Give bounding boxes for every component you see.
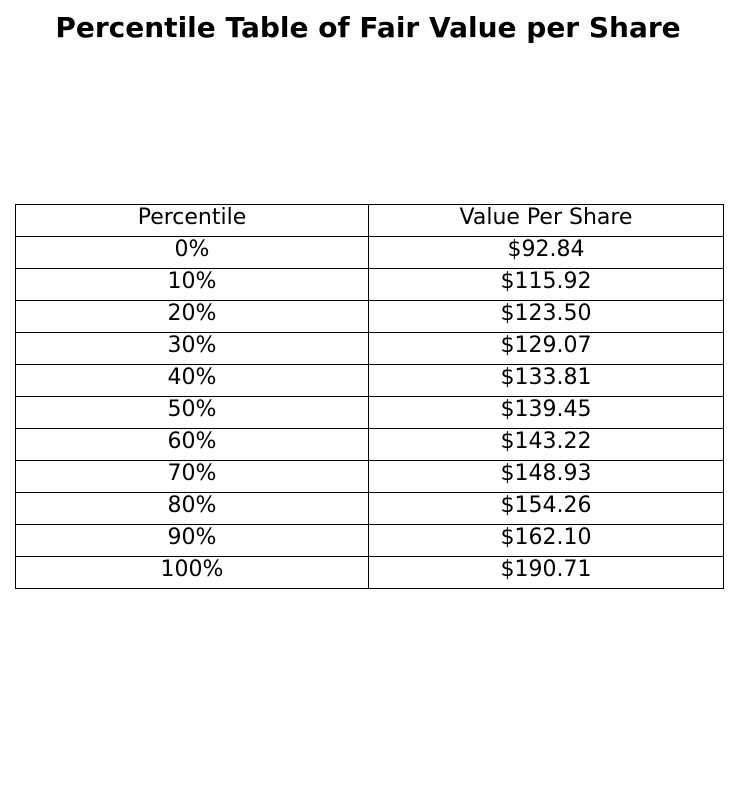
value-per-share-cell: $129.07 <box>368 332 724 365</box>
table-row: 60% $143.22 <box>15 428 724 461</box>
percentile-value: 70% <box>167 460 217 486</box>
value-per-share-value: $123.50 <box>500 300 592 326</box>
value-per-share-value: $115.92 <box>500 268 592 294</box>
value-per-share-value: $190.71 <box>500 556 592 582</box>
percentile-value: 80% <box>167 492 217 518</box>
percentile-value: 30% <box>167 332 217 358</box>
value-per-share-value: $154.26 <box>500 492 592 518</box>
percentile-value: 10% <box>167 268 217 294</box>
value-per-share-value: $129.07 <box>500 332 592 358</box>
value-per-share-value: $148.93 <box>500 460 592 486</box>
percentile-cell: 30% <box>15 332 369 365</box>
table-row: 80% $154.26 <box>15 492 724 525</box>
table-body: 0% $92.84 10% $115.92 20% $123.50 30% $129.07 40… <box>15 236 724 589</box>
table-header-row: Percentile Value Per Share <box>15 204 724 237</box>
value-per-share-value: $143.22 <box>500 428 592 454</box>
table-row: 50% $139.45 <box>15 396 724 429</box>
value-per-share-value: $133.81 <box>500 364 592 390</box>
table-row: 70% $148.93 <box>15 460 724 493</box>
value-per-share-cell: $162.10 <box>368 524 724 557</box>
percentile-cell: 20% <box>15 300 369 333</box>
percentile-cell: 100% <box>15 556 369 589</box>
value-per-share-cell: $115.92 <box>368 268 724 301</box>
table-row: 40% $133.81 <box>15 364 724 397</box>
value-per-share-cell: $190.71 <box>368 556 724 589</box>
value-per-share-cell: $123.50 <box>368 300 724 333</box>
value-per-share-cell: $143.22 <box>368 428 724 461</box>
table-row: 10% $115.92 <box>15 268 724 301</box>
percentile-value: 100% <box>160 556 224 582</box>
header-percentile: Percentile <box>15 204 369 237</box>
table-row: 90% $162.10 <box>15 524 724 557</box>
header-value-per-share-label: Value Per Share <box>459 204 633 230</box>
percentile-cell: 40% <box>15 364 369 397</box>
percentile-cell: 60% <box>15 428 369 461</box>
percentile-cell: 90% <box>15 524 369 557</box>
percentile-cell: 80% <box>15 492 369 525</box>
table-row: 20% $123.50 <box>15 300 724 333</box>
table-row: 30% $129.07 <box>15 332 724 365</box>
percentile-value: 0% <box>174 236 210 262</box>
value-per-share-cell: $154.26 <box>368 492 724 525</box>
table-row: 100% $190.71 <box>15 556 724 589</box>
value-per-share-cell: $139.45 <box>368 396 724 429</box>
percentile-value: 50% <box>167 396 217 422</box>
value-per-share-value: $139.45 <box>500 396 592 422</box>
percentile-value: 90% <box>167 524 217 550</box>
percentile-value: 40% <box>167 364 217 390</box>
table-row: 0% $92.84 <box>15 236 724 269</box>
header-value-per-share: Value Per Share <box>368 204 724 237</box>
value-per-share-value: $162.10 <box>500 524 592 550</box>
value-per-share-cell: $148.93 <box>368 460 724 493</box>
header-percentile-label: Percentile <box>137 204 247 230</box>
percentile-cell: 0% <box>15 236 369 269</box>
value-per-share-value: $92.84 <box>507 236 585 262</box>
percentile-table: Percentile Value Per Share 0% $92.84 10% $1… <box>15 204 724 589</box>
percentile-value: 20% <box>167 300 217 326</box>
percentile-cell: 10% <box>15 268 369 301</box>
value-per-share-cell: $133.81 <box>368 364 724 397</box>
chart-title: Percentile Table of Fair Value per Share <box>55 11 681 44</box>
percentile-cell: 70% <box>15 460 369 493</box>
percentile-cell: 50% <box>15 396 369 429</box>
value-per-share-cell: $92.84 <box>368 236 724 269</box>
percentile-value: 60% <box>167 428 217 454</box>
